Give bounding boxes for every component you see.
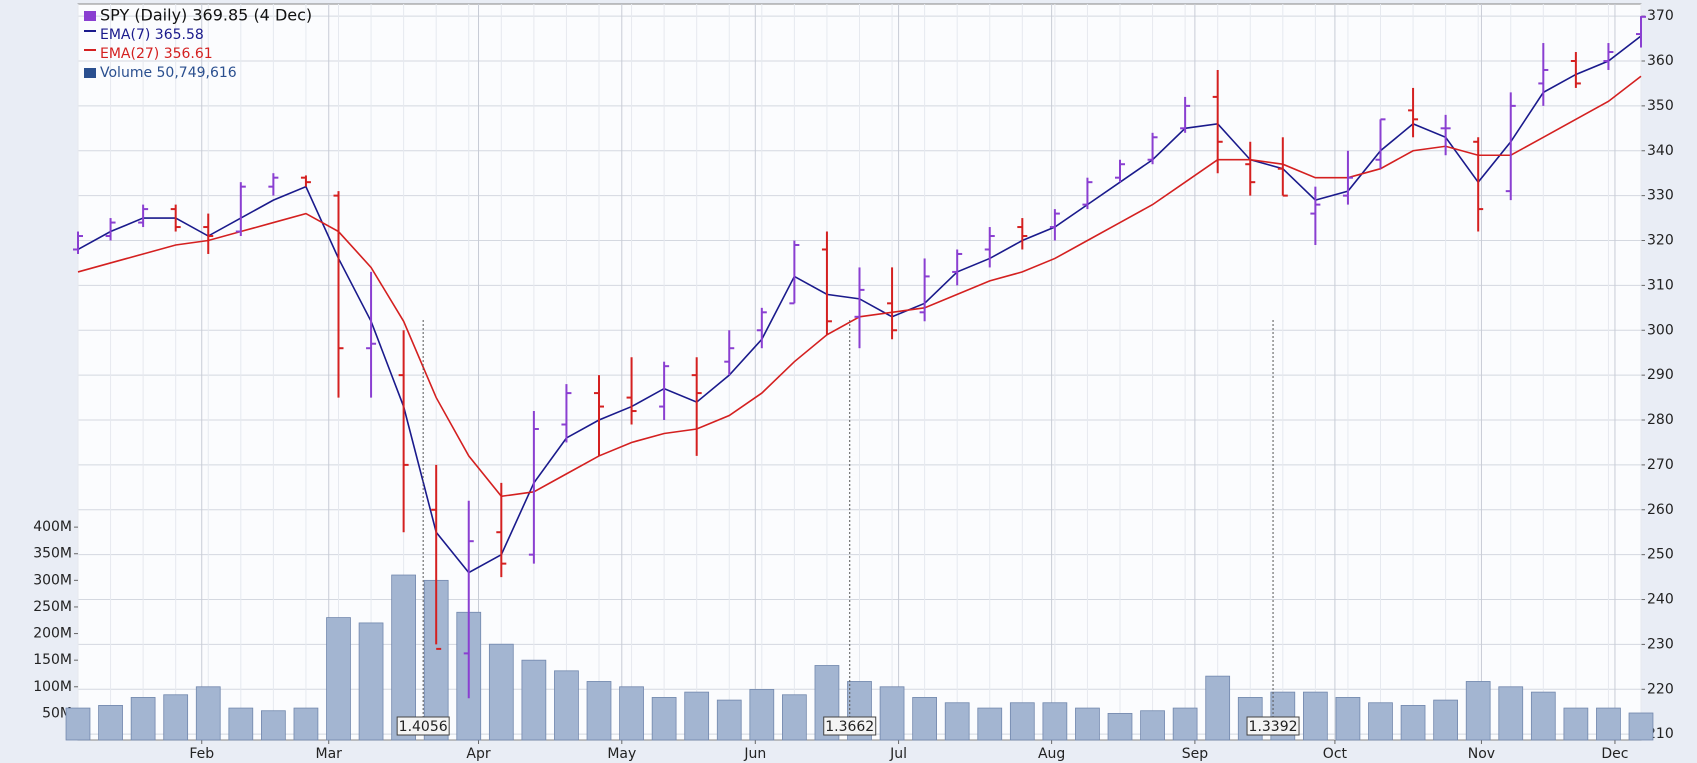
y-tick-label: 210 [1647,726,1674,742]
legend-swatch [84,30,96,32]
volume-bar [98,705,123,741]
volume-bar [912,697,937,741]
volume-bar [782,694,807,741]
volume-bar [228,707,254,741]
x-tick-label: Aug [1038,746,1065,762]
annotation-box [823,716,877,736]
volume-bar [944,702,970,741]
volume-bar [1628,712,1654,741]
volume-bar [1400,705,1426,741]
volume-bar [1303,691,1328,741]
y-tick-label: 370 [1647,8,1674,24]
x-tick-label: May [607,746,636,762]
y-tick-label: 360 [1647,53,1674,69]
y-tick-label: 310 [1647,277,1674,293]
volume-bar [1172,707,1198,741]
volume-bar [391,574,416,741]
volume-bar [1107,712,1133,741]
volume-bar [977,707,1003,741]
x-tick-label: Jun [743,746,766,762]
volume-bar [1335,697,1361,741]
y-tick-label: 330 [1647,188,1674,204]
volume-bar [521,659,547,741]
y-tick-label: 240 [1647,592,1674,608]
annotation-box [396,716,450,736]
y2-tick-label: 400M [33,519,72,535]
annotation-box [1246,716,1300,736]
volume-bar [1596,707,1621,741]
legend-label: SPY (Daily) 369.85 (4 Dec) [100,6,312,25]
y2-tick-label: 350M [33,546,72,562]
volume-bar [1530,691,1556,741]
y2-tick-label: 300M [33,572,72,588]
y2-tick-label: 150M [33,652,72,668]
y2-tick-label: 200M [33,626,72,642]
y-tick-label: 340 [1647,143,1674,159]
volume-bar [488,643,514,741]
volume-bar [1205,675,1231,741]
annotation-label: 1.3662 [825,719,874,735]
y-tick-label: 280 [1647,412,1674,428]
volume-bar [358,622,384,741]
volume-bar [1465,681,1491,741]
legend-label: EMA(7) 365.58 [100,27,204,43]
volume-bar [293,707,319,741]
x-tick-label: Feb [189,746,214,762]
volume-bar [879,686,905,741]
y-tick-label: 350 [1647,98,1674,114]
x-tick-label: Nov [1468,746,1495,762]
x-tick-label: Apr [466,746,490,762]
x-tick-label: Mar [316,746,343,762]
volume-bar [1433,699,1458,741]
volume-bar [1368,702,1393,741]
volume-bar [326,617,351,741]
volume-bar [1009,702,1035,741]
y2-tick-label: 250M [33,599,72,615]
volume-bar [1498,686,1524,741]
y-tick-label: 230 [1647,636,1674,652]
volume-bar [1563,707,1589,741]
volume-bar [261,710,286,741]
legend-swatch [84,68,96,78]
volume-bar [1042,702,1068,741]
legend-label: EMA(27) 356.61 [100,46,213,62]
volume-bar [619,686,644,741]
x-tick-label: Oct [1323,746,1348,762]
y-tick-label: 220 [1647,681,1674,697]
y-tick-label: 320 [1647,233,1674,249]
legend-swatch [84,49,96,51]
volume-bar [586,681,612,741]
volume-bar [195,686,221,741]
volume-bar [716,699,742,741]
volume-bar [65,707,91,741]
y-tick-label: 290 [1647,367,1674,383]
volume-bar [163,694,189,741]
y2-tick-label: 50M [42,705,72,721]
y-tick-label: 260 [1647,502,1674,518]
y-tick-label: 270 [1647,457,1674,473]
y-tick-label: 250 [1647,547,1674,563]
volume-bar [684,691,710,741]
legend-swatch [84,11,96,21]
x-tick-label: Jul [889,746,907,762]
volume-bar [1075,707,1100,741]
annotation-label: 1.3392 [1249,719,1298,735]
x-tick-label: Dec [1601,746,1628,762]
annotation-label: 1.4056 [399,719,448,735]
volume-bar [749,689,775,741]
volume-bar [130,697,156,741]
x-tick-label: Sep [1182,746,1209,762]
legend-label: Volume 50,749,616 [100,65,237,81]
y2-tick-label: 100M [33,679,72,695]
volume-bar [1140,710,1165,741]
volume-bar [554,670,579,741]
y-tick-label: 300 [1647,322,1674,338]
volume-bar [651,697,677,741]
